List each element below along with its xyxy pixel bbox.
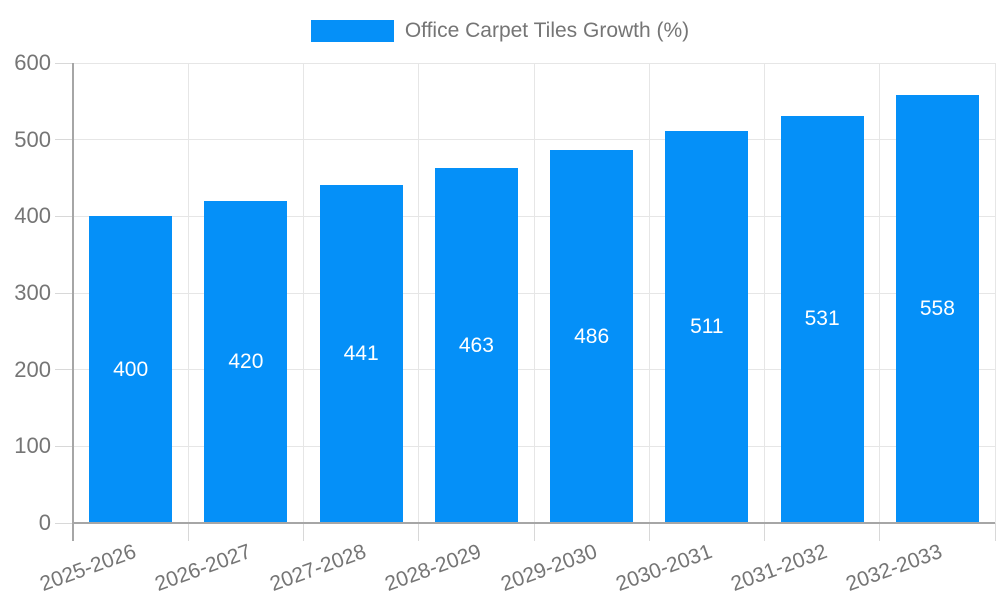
bar: 531 <box>780 115 864 523</box>
bar-value-label: 531 <box>804 307 840 331</box>
x-gridline <box>533 63 535 523</box>
x-tick <box>303 523 304 541</box>
y-tick-label: 100 <box>14 433 51 459</box>
x-tick <box>187 523 189 541</box>
x-tick <box>764 523 765 541</box>
bar-value-label: 511 <box>690 315 724 339</box>
x-gridline <box>764 63 765 523</box>
x-gridline <box>187 63 189 523</box>
legend-swatch <box>310 20 394 42</box>
y-tick <box>55 62 73 64</box>
x-gridline <box>418 63 420 523</box>
bar-value-label: 486 <box>574 324 610 348</box>
bar: 558 <box>895 95 979 523</box>
x-gridline <box>648 63 650 523</box>
y-tick <box>55 139 73 141</box>
bar-value-label: 420 <box>228 350 264 373</box>
y-tick <box>55 445 73 447</box>
y-tick <box>55 522 73 524</box>
x-tick <box>879 523 881 541</box>
x-gridline <box>994 63 996 523</box>
x-gridline <box>303 63 304 523</box>
y-tick-label: 300 <box>14 280 51 305</box>
bar-value-label: 441 <box>343 341 379 365</box>
legend-label: Office Carpet Tiles Growth (%) <box>404 19 690 42</box>
bar-value-label: 400 <box>113 357 149 381</box>
y-tick-label: 200 <box>14 356 51 382</box>
y-tick <box>55 292 73 294</box>
y-tick-label: 500 <box>14 126 51 152</box>
y-tick-label: 0 <box>38 510 51 535</box>
bar: 463 <box>434 168 518 523</box>
x-tick <box>994 523 996 541</box>
bar: 441 <box>319 184 403 523</box>
bar: 400 <box>89 216 173 523</box>
x-tick <box>533 523 535 541</box>
x-tick <box>648 523 650 541</box>
bar-value-label: 463 <box>458 333 494 357</box>
y-tick <box>55 369 73 371</box>
bar-value-label: 558 <box>919 297 955 321</box>
y-tick <box>55 215 73 217</box>
bar: 420 <box>204 201 288 523</box>
x-axis-line <box>73 522 995 524</box>
y-tick-label: 400 <box>14 203 51 229</box>
y-tick-label: 600 <box>14 50 51 75</box>
x-tick <box>418 523 420 541</box>
x-gridline <box>879 63 881 523</box>
y-axis-line <box>72 63 74 541</box>
legend: Office Carpet Tiles Growth (%) <box>0 19 1000 43</box>
bar: 511 <box>665 131 749 523</box>
bar: 486 <box>550 150 634 523</box>
